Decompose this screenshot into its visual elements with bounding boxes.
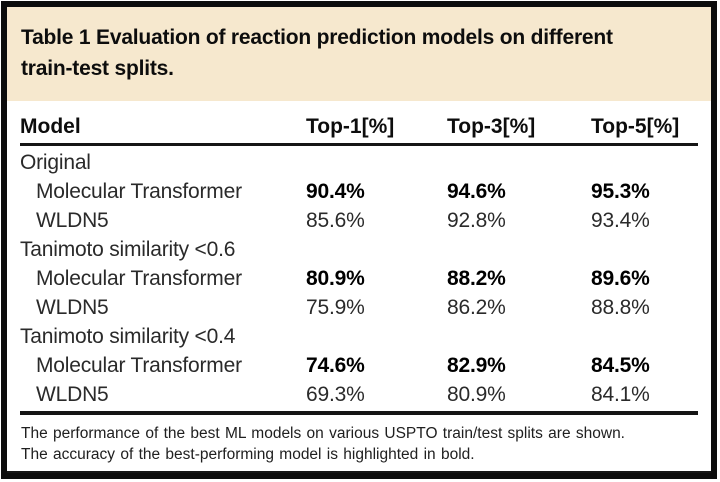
footnote-line-1: The performance of the best ML models on… (21, 425, 625, 442)
model-name: WLDN5 (36, 295, 109, 319)
model-name: WLDN5 (36, 382, 109, 406)
top3-value: 82.9% (447, 353, 506, 377)
footnote-line-2: The accuracy of the best-performing mode… (21, 446, 475, 463)
data-table: Model Top-1[%] Top-3[%] Top-5[%] Origina… (7, 101, 711, 409)
table-header-row: Model Top-1[%] Top-3[%] Top-5[%] (20, 101, 698, 146)
top3-value: 80.9% (447, 382, 506, 406)
table-footnote: The performance of the best ML models on… (7, 415, 711, 471)
table-group-row: Tanimoto similarity <0.6 (20, 235, 698, 264)
top5-value: 84.1% (591, 382, 650, 406)
top1-value: 80.9% (306, 266, 365, 290)
caption-line-2: train-test splits. (21, 57, 174, 80)
table-row: WLDN5 85.6% 92.8% 93.4% (20, 206, 698, 235)
top3-value: 88.2% (447, 266, 506, 290)
top1-value: 90.4% (306, 179, 365, 203)
column-header-top5: Top-5[%] (591, 115, 680, 138)
column-header-top1: Top-1[%] (306, 115, 395, 138)
table-row: Molecular Transformer 80.9% 88.2% 89.6% (20, 264, 698, 293)
top5-value: 88.8% (591, 295, 650, 319)
top3-value: 92.8% (447, 208, 506, 232)
table-row: Molecular Transformer 74.6% 82.9% 84.5% (20, 351, 698, 380)
table-row: WLDN5 75.9% 86.2% 88.8% (20, 293, 698, 322)
top3-value: 94.6% (447, 179, 506, 203)
table-caption: Table 1 Evaluation of reaction predictio… (7, 7, 711, 101)
top5-value: 84.5% (591, 353, 650, 377)
top3-value: 86.2% (447, 295, 506, 319)
table-body: Original Molecular Transformer 90.4% 94.… (20, 146, 698, 409)
table-group-row: Original (20, 148, 698, 177)
model-name: WLDN5 (36, 208, 109, 232)
top1-value: 74.6% (306, 353, 365, 377)
table-row: WLDN5 69.3% 80.9% 84.1% (20, 380, 698, 409)
top5-value: 93.4% (591, 208, 650, 232)
group-label: Original (20, 150, 91, 174)
group-label: Tanimoto similarity <0.6 (20, 237, 236, 261)
table-group-row: Tanimoto similarity <0.4 (20, 322, 698, 351)
top1-value: 75.9% (306, 295, 365, 319)
footnote-top-rule (20, 411, 698, 415)
top5-value: 89.6% (591, 266, 650, 290)
column-header-top3: Top-3[%] (447, 115, 536, 138)
model-name: Molecular Transformer (36, 353, 242, 377)
bottom-rule (7, 471, 711, 473)
top5-value: 95.3% (591, 179, 650, 203)
column-header-model: Model (20, 115, 81, 138)
model-name: Molecular Transformer (36, 179, 242, 203)
group-label: Tanimoto similarity <0.4 (20, 324, 236, 348)
table-row: Molecular Transformer 90.4% 94.6% 95.3% (20, 177, 698, 206)
caption-line-1: Table 1 Evaluation of reaction predictio… (21, 26, 613, 49)
top1-value: 85.6% (306, 208, 365, 232)
model-name: Molecular Transformer (36, 266, 242, 290)
top1-value: 69.3% (306, 382, 365, 406)
